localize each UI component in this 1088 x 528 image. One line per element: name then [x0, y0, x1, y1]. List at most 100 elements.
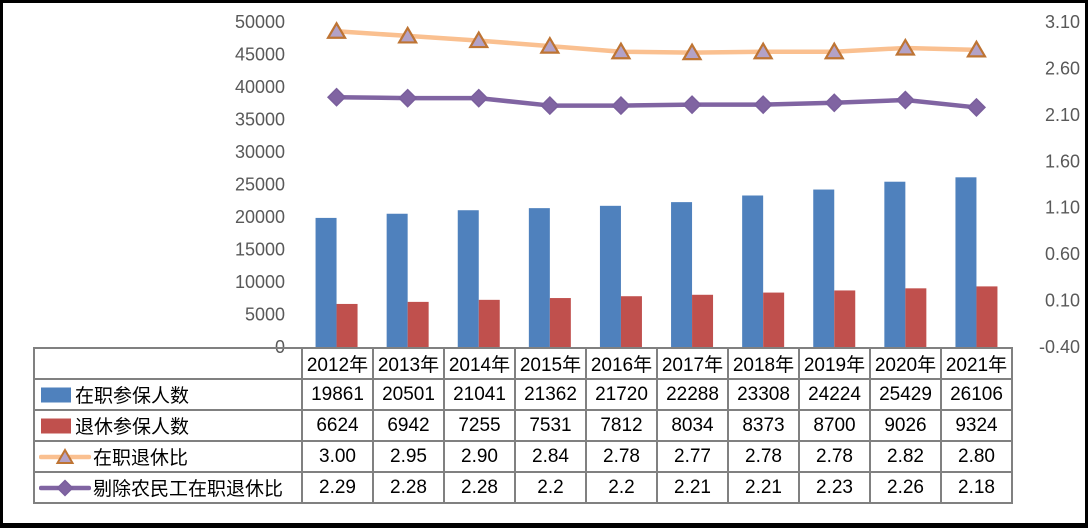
- data-table: 2012年 2013年 2014年 2015年 2016年 2017年 2018年 2019年…: [33, 347, 1013, 504]
- table-row: 在职退休比 3.00 2.95 2.90 2.84 2.78 2.77 2.78 2.78 2.8…: [33, 440, 1013, 473]
- triangle-marker-icon: [326, 21, 347, 39]
- table-row: 退休参保人数 6624 6942 7255 7531 7812 8034 8373 8700 90…: [33, 409, 1013, 442]
- left-axis-tick-label: 0: [275, 337, 285, 357]
- year-header-cell: 2016年: [585, 347, 658, 380]
- triangle-marker-icon: [397, 25, 419, 44]
- bar-active-insured: [813, 189, 835, 347]
- bar-retired-insured: [407, 301, 429, 347]
- right-axis-tick-label: 0.10: [1045, 291, 1080, 311]
- bar-active-insured: [457, 210, 479, 347]
- value-cell: 24224: [798, 378, 871, 411]
- bar-retired-insured: [692, 294, 714, 347]
- value-cell: 2.23: [798, 471, 871, 504]
- bar-retired-insured: [336, 303, 358, 347]
- value-cell: 6624: [301, 409, 374, 442]
- diamond-marker-icon: [966, 97, 987, 117]
- ratio-ex-migrant-line: [334, 94, 979, 110]
- legend-cell: 退休参保人数: [33, 409, 303, 442]
- value-cell: 2.18: [940, 471, 1013, 504]
- value-cell: 2.90: [443, 440, 516, 473]
- bar-retired-insured: [549, 298, 571, 347]
- left-axis-tick-label: 20000: [235, 207, 285, 227]
- bar-active-insured: [955, 177, 977, 347]
- value-cell: 2.2: [585, 471, 658, 504]
- value-cell: 2.77: [656, 440, 729, 473]
- triangle-marker-icon: [610, 41, 632, 60]
- table-corner-cell: [33, 347, 303, 380]
- triangle-marker-icon: [752, 41, 774, 60]
- value-cell: 2.21: [656, 471, 729, 504]
- bar-series-key-icon: [41, 418, 71, 433]
- diamond-marker-icon: [540, 96, 560, 116]
- value-cell: 7531: [514, 409, 587, 442]
- series-name-label: 剔除农民工在职退休比: [93, 479, 284, 500]
- chart-data-table-area: 2012年 2013年 2014年 2015年 2016年 2017年 2018年 2019年…: [33, 347, 1013, 504]
- bar-series-key-icon: [41, 387, 71, 402]
- series-name-label: 退休参保人数: [75, 417, 190, 438]
- right-axis-tick-label: 3.10: [1045, 12, 1080, 32]
- value-cell: 25429: [869, 378, 942, 411]
- left-axis-tick-label: 5000: [245, 305, 285, 325]
- diamond-marker-icon: [753, 95, 773, 115]
- bar-active-insured: [599, 205, 621, 347]
- value-cell: 8700: [798, 409, 871, 442]
- value-cell: 2.78: [585, 440, 658, 473]
- bar-active-insured: [671, 202, 693, 347]
- triangle-marker-icon: [681, 42, 703, 61]
- value-cell: 8373: [727, 409, 800, 442]
- year-header-cell: 2020年: [869, 347, 942, 380]
- left-axis-tick-label: 25000: [235, 175, 285, 195]
- bar-active-insured: [315, 217, 337, 347]
- value-cell: 2.28: [372, 471, 445, 504]
- left-axis-tick-label: 50000: [235, 12, 285, 32]
- bar-retired-insured: [905, 288, 927, 347]
- value-cell: 9026: [869, 409, 942, 442]
- triangle-marker-icon: [539, 35, 561, 54]
- value-cell: 2.78: [727, 440, 800, 473]
- diamond-marker-icon: [326, 87, 347, 107]
- value-cell: 2.95: [372, 440, 445, 473]
- left-axis-tick-label: 40000: [235, 77, 285, 97]
- year-header-cell: 2021年: [940, 347, 1013, 380]
- left-axis-tick-label: 15000: [235, 240, 285, 260]
- value-cell: 21362: [514, 378, 587, 411]
- value-cell: 2.26: [869, 471, 942, 504]
- year-header-cell: 2013年: [372, 347, 445, 380]
- diamond-marker-icon: [682, 95, 702, 115]
- bar-retired-insured: [620, 296, 642, 347]
- value-cell: 2.28: [443, 471, 516, 504]
- triangle-marker-icon: [894, 37, 916, 56]
- diamond-marker-icon: [398, 88, 418, 108]
- value-cell: 3.00: [301, 440, 374, 473]
- value-cell: 21720: [585, 378, 658, 411]
- left-axis-tick-label: 35000: [235, 110, 285, 130]
- diamond-marker-icon: [469, 88, 489, 108]
- value-cell: 9324: [940, 409, 1013, 442]
- right-axis-tick-label: 2.60: [1045, 58, 1080, 78]
- right-axis-tick-label: 2.10: [1045, 105, 1080, 125]
- left-axis-tick-label: 30000: [235, 142, 285, 162]
- series-name-label: 在职退休比: [93, 448, 189, 469]
- left-axis-tick-label: 10000: [235, 272, 285, 292]
- right-axis-tick-label: -0.40: [1039, 337, 1080, 357]
- bar-active-insured: [884, 181, 906, 347]
- value-cell: 26106: [940, 378, 1013, 411]
- value-cell: 2.2: [514, 471, 587, 504]
- year-header-cell: 2019年: [798, 347, 871, 380]
- year-header-cell: 2014年: [443, 347, 516, 380]
- value-cell: 20501: [372, 378, 445, 411]
- diamond-line-key-icon: [39, 478, 91, 497]
- diamond-marker-icon: [895, 90, 915, 110]
- triangle-marker-icon: [823, 41, 845, 60]
- value-cell: 6942: [372, 409, 445, 442]
- bar-retired-insured: [763, 292, 785, 347]
- bar-active-insured: [742, 195, 764, 347]
- value-cell: 2.78: [798, 440, 871, 473]
- legend-cell: 在职退休比: [33, 440, 303, 473]
- right-axis-tick-label: 1.60: [1045, 151, 1080, 171]
- value-cell: 7812: [585, 409, 658, 442]
- bar-active-insured: [528, 208, 550, 347]
- value-cell: 8034: [656, 409, 729, 442]
- right-axis-tick-label: 0.60: [1045, 244, 1080, 264]
